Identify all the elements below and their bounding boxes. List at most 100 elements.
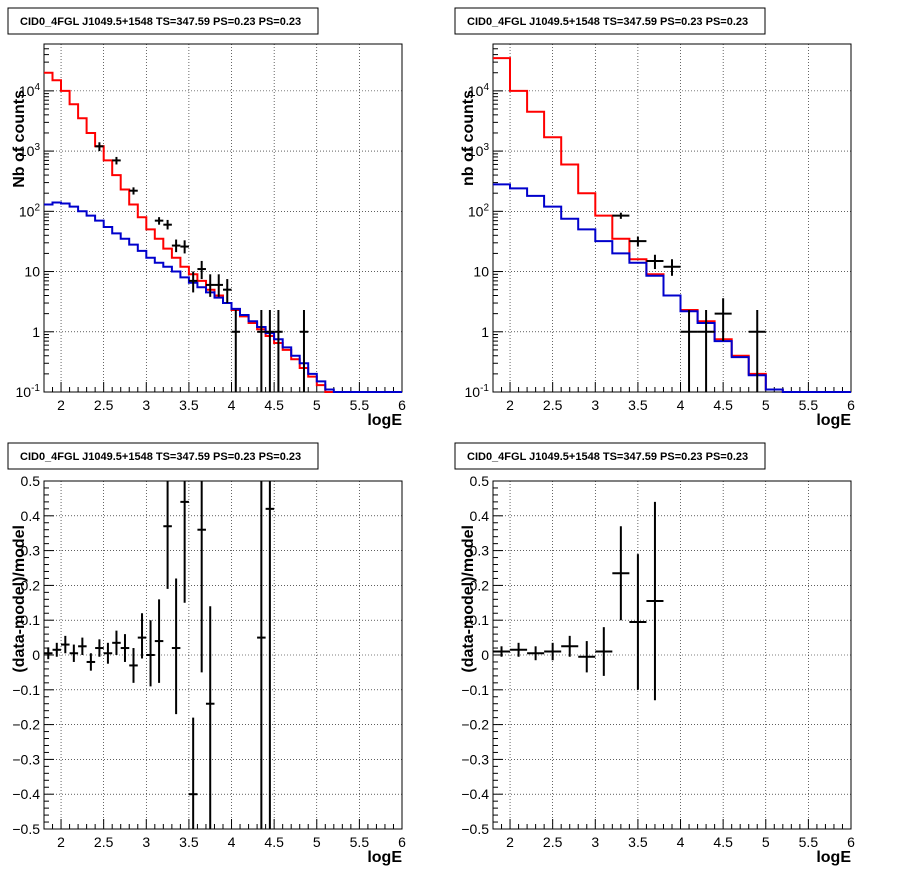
chart-title-box — [7, 7, 319, 35]
plot-frame — [43, 43, 403, 393]
data-point — [578, 641, 596, 673]
data-point — [493, 646, 511, 657]
y-tick-label: −0.1 — [461, 682, 489, 698]
x-tick-label: 3.5 — [628, 834, 648, 850]
chart-panel-1: 2 2.5 3 3.5 4 4.5 5 5.5 610-1110102103104CID0_4F… — [7, 7, 406, 429]
x-tick-label: 5.5 — [350, 834, 370, 850]
y-tick-label: 1 — [481, 324, 489, 340]
y-tick-label: −0.2 — [12, 717, 40, 733]
chart-title: CID0_4FGL J1049.5+1548 TS=347.59 PS=0.23… — [20, 16, 301, 28]
data-point — [163, 481, 172, 589]
data-point — [697, 309, 715, 392]
data-point — [205, 606, 215, 829]
y-tick-label: 0.1 — [470, 612, 490, 628]
data-point — [612, 526, 630, 621]
x-tick-label: 4 — [677, 834, 685, 850]
data-point — [44, 647, 53, 660]
x-tick-label: 3 — [591, 397, 599, 413]
data-point — [180, 481, 189, 603]
x-axis-label: logE — [367, 412, 402, 429]
data-point — [129, 187, 138, 195]
y-tick-label: 0.5 — [470, 473, 490, 489]
y-tick-label: 0.2 — [470, 577, 490, 593]
data-point — [527, 646, 545, 661]
x-tick-label: 4 — [677, 397, 685, 413]
data-point — [163, 219, 172, 230]
x-tick-label: 5 — [762, 834, 770, 850]
x-tick-label: 3.5 — [179, 397, 199, 413]
data-point — [95, 142, 104, 152]
x-tick-label: 3 — [591, 834, 599, 850]
y-tick-label: 0.4 — [470, 508, 490, 524]
y-tick-label: −0.5 — [461, 821, 489, 837]
x-axis-label: logE — [816, 412, 851, 429]
chart-title-box — [7, 442, 319, 470]
y-tick-label: 10 — [473, 264, 489, 280]
data-point — [629, 236, 647, 247]
y-tick-label: 10-1 — [16, 383, 41, 400]
chart-panel-2: 2 2.5 3 3.5 4 4.5 5 5.5 610-1110102103104CID0_4F… — [454, 7, 855, 429]
chart-panel-4: 2 2.5 3 3.5 4 4.5 5 5.5 6 −0.5 −0.4 −0.3 −0.2 −0.1 0 0.… — [454, 442, 855, 866]
data-point — [197, 260, 206, 280]
data-point — [257, 481, 266, 829]
x-tick-label: 4.5 — [264, 834, 284, 850]
y-tick-label: −0.3 — [461, 751, 489, 767]
data-point — [61, 635, 70, 654]
x-tick-label: 2 — [506, 397, 514, 413]
series-line-2 — [44, 201, 402, 393]
data-point — [112, 156, 121, 165]
y-tick-label: −0.5 — [12, 821, 40, 837]
chart-panel-3: 2 2.5 3 3.5 4 4.5 5 5.5 6 −0.5 −0.4 −0.3 −0.2 −0.1 0 0.… — [7, 442, 406, 866]
data-point — [510, 642, 528, 657]
x-tick-label: 6 — [847, 397, 855, 413]
y-tick-label: −0.4 — [12, 786, 40, 802]
x-tick-label: 5.5 — [799, 834, 819, 850]
chart-title: CID0_4FGL J1049.5+1548 TS=347.59 PS=0.23… — [20, 451, 301, 463]
x-tick-label: 3.5 — [628, 397, 648, 413]
y-tick-label: 0.3 — [470, 543, 490, 559]
data-point — [265, 309, 275, 392]
y-axis-label: (data-model)/model — [460, 525, 477, 673]
data-point — [86, 653, 96, 671]
data-point — [265, 481, 275, 829]
x-tick-label: 3.5 — [179, 834, 199, 850]
data-point — [257, 309, 266, 392]
y-tick-label: 0 — [32, 647, 40, 663]
x-tick-label: 2 — [57, 834, 65, 850]
x-tick-label: 6 — [847, 834, 855, 850]
data-point — [78, 637, 87, 655]
data-point — [714, 298, 732, 342]
data-point — [205, 274, 215, 297]
x-tick-label: 6 — [398, 397, 406, 413]
data-point — [561, 635, 579, 657]
data-point — [612, 212, 630, 219]
data-point — [52, 642, 62, 657]
data-point — [646, 254, 664, 270]
y-tick-label: 102 — [468, 202, 490, 219]
y-tick-label: 0.1 — [21, 612, 41, 628]
x-tick-label: 5 — [313, 834, 321, 850]
y-tick-label: 1 — [32, 324, 40, 340]
data-point — [171, 578, 181, 715]
chart-title-box — [454, 7, 766, 35]
x-tick-label: 5.5 — [799, 397, 819, 413]
data-point — [214, 274, 223, 297]
x-tick-label: 2.5 — [543, 834, 563, 850]
data-point — [595, 627, 613, 676]
data-point — [680, 309, 698, 392]
x-tick-label: 2 — [57, 397, 65, 413]
data-point — [188, 717, 198, 829]
y-tick-label: 0.2 — [21, 577, 41, 593]
x-tick-label: 4 — [228, 834, 236, 850]
y-tick-label: −0.4 — [461, 786, 489, 802]
data-point — [197, 481, 206, 673]
data-point — [646, 501, 664, 701]
y-tick-label: 0 — [481, 647, 489, 663]
y-tick-label: 0.3 — [21, 543, 41, 559]
x-tick-label: 4 — [228, 397, 236, 413]
x-tick-label: 5 — [762, 397, 770, 413]
x-tick-label: 3 — [142, 397, 150, 413]
data-point — [663, 259, 681, 276]
plot-frame — [492, 43, 852, 393]
